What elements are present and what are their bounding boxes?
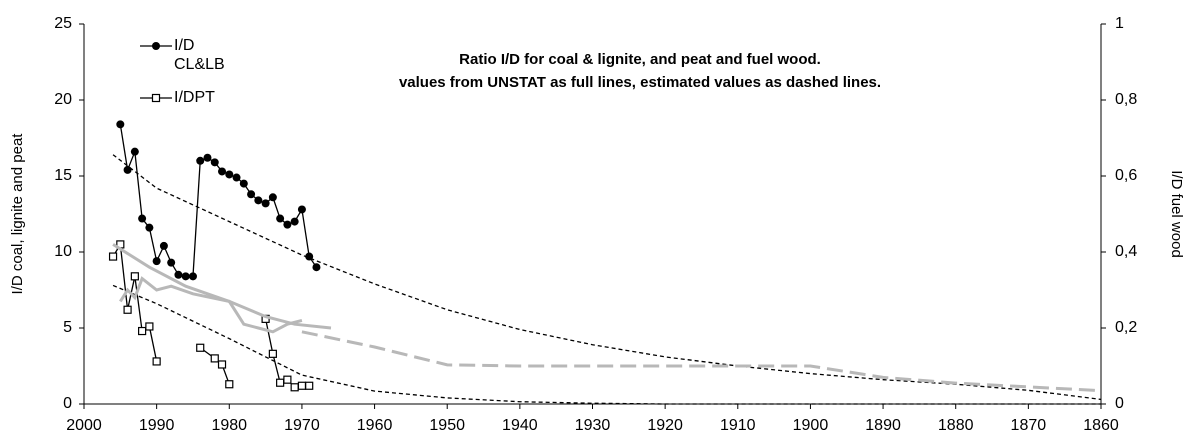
point [130, 272, 139, 281]
point [167, 258, 176, 267]
point [145, 223, 154, 232]
point [123, 165, 132, 174]
x-tick-label: 1910 [720, 417, 756, 434]
point [268, 349, 277, 358]
point [196, 156, 205, 165]
point [276, 214, 285, 223]
chart-subtitle: values from UNSTAT as full lines, estima… [399, 74, 881, 91]
x-tick-label: 1890 [865, 417, 901, 434]
point [116, 120, 125, 129]
point [210, 158, 219, 167]
x-tick-label: 1880 [938, 417, 974, 434]
y-tick-label: 25 [54, 15, 72, 32]
legend-label: I/D CL&LB [174, 37, 225, 73]
y2-tick-label: 0,6 [1115, 167, 1137, 184]
point [196, 343, 205, 352]
series-line [112, 284, 1101, 405]
point [232, 173, 241, 182]
x-tick-label: 1990 [139, 417, 175, 434]
series-line [119, 276, 303, 334]
y-tick-label: 0 [63, 395, 72, 412]
point [305, 381, 314, 390]
point [123, 305, 132, 314]
x-tick-label: 1940 [502, 417, 538, 434]
chart-title: Ratio I/D for coal & lignite, and peat a… [459, 51, 821, 68]
legend-marker [152, 42, 160, 50]
series-line [119, 124, 317, 277]
point [247, 190, 256, 199]
y2-tick-label: 0,8 [1115, 91, 1137, 108]
point [312, 263, 321, 272]
y2-tick-label: 0,2 [1115, 319, 1137, 336]
point [138, 214, 147, 223]
point [268, 193, 277, 202]
point [217, 360, 227, 369]
x-tick-label: 1900 [793, 417, 829, 434]
y-axis-label: I/D coal, lignite and peat [9, 133, 26, 295]
x-tick-label: 1870 [1011, 417, 1047, 434]
legend-marker [151, 93, 161, 103]
y-tick-label: 10 [54, 243, 72, 260]
point [283, 220, 292, 229]
legend-label: I/DPT [174, 89, 215, 106]
y2-tick-label: 0 [1115, 395, 1124, 412]
point [210, 354, 219, 363]
point [138, 326, 147, 336]
point [174, 270, 183, 279]
point [261, 199, 270, 208]
point [159, 241, 168, 250]
x-tick-label: 1860 [1083, 417, 1119, 434]
point [297, 205, 306, 214]
point [188, 272, 197, 281]
point [290, 217, 299, 226]
y-tick-label: 5 [63, 319, 72, 336]
point [290, 383, 299, 392]
series-line [112, 242, 310, 388]
y2-axis-label: I/D fuel wood [1168, 170, 1185, 258]
point [145, 322, 154, 331]
point [218, 167, 227, 176]
x-tick-label: 1970 [284, 417, 320, 434]
series-line [112, 154, 1102, 401]
point [225, 170, 234, 179]
point [254, 196, 263, 205]
y2-tick-label: 1 [1115, 15, 1124, 32]
x-tick-label: 1920 [647, 417, 683, 434]
y-tick-label: 15 [54, 167, 72, 184]
x-tick-label: 1950 [429, 417, 465, 434]
point [181, 272, 190, 281]
x-tick-label: 2000 [66, 417, 102, 434]
y-tick-label: 20 [54, 91, 72, 108]
point [152, 257, 161, 266]
y2-tick-label: 0,4 [1115, 243, 1137, 260]
x-tick-label: 1930 [575, 417, 611, 434]
point [276, 378, 285, 387]
point [239, 179, 248, 188]
point [152, 357, 161, 366]
x-tick-label: 1960 [357, 417, 393, 434]
point [203, 153, 212, 162]
series-line [301, 330, 1102, 393]
point [108, 252, 118, 261]
point [130, 147, 139, 156]
point [283, 375, 292, 384]
point [297, 381, 307, 390]
series-line [112, 243, 332, 330]
x-tick-label: 1980 [211, 417, 247, 434]
point [225, 380, 234, 389]
